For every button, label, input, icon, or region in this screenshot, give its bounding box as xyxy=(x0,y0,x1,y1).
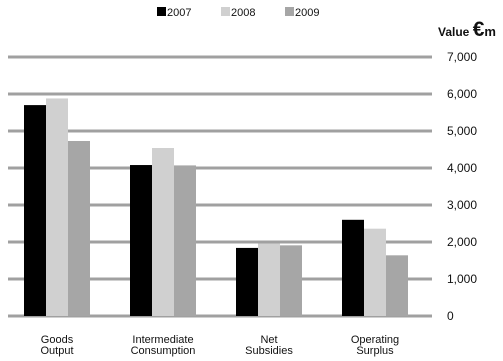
bar-2007-1 xyxy=(130,165,152,316)
y-tick-label: 7,000 xyxy=(447,50,477,64)
legend-swatch-2009 xyxy=(285,7,294,16)
x-category-label: Net xyxy=(260,334,277,346)
y-tick-label: 5,000 xyxy=(447,124,477,138)
legend-label: 2008 xyxy=(231,7,255,19)
y-axis-label-currency: € xyxy=(473,18,485,41)
legend-swatch-2007 xyxy=(157,7,166,16)
bar-2009-1 xyxy=(174,165,196,316)
bar-2008-3 xyxy=(364,228,386,316)
y-tick-label: 6,000 xyxy=(447,87,477,101)
y-tick-label: 3,000 xyxy=(447,198,477,212)
x-category-label: Intermediate xyxy=(132,334,193,346)
bars-group xyxy=(24,98,408,316)
bar-2009-2 xyxy=(280,245,302,316)
x-category-label: Operating xyxy=(351,334,399,346)
x-category-label: Consumption xyxy=(131,345,196,357)
bar-2007-0 xyxy=(24,105,46,316)
y-tick-label: 0 xyxy=(447,309,454,323)
bar-2009-0 xyxy=(68,140,90,316)
bar-2008-1 xyxy=(152,148,174,316)
y-axis-label-unit: m xyxy=(484,24,496,39)
bar-2008-0 xyxy=(46,98,68,316)
legend-swatch-2008 xyxy=(221,7,230,16)
bar-2007-2 xyxy=(236,247,258,316)
x-category-label: Subsidies xyxy=(245,345,293,357)
y-axis-label-prefix: Value xyxy=(438,25,473,39)
y-axis-tick-labels: 0 1,000 2,000 3,000 4,000 5,000 6,000 7,000 xyxy=(447,50,477,323)
legend: 2007 2008 2009 xyxy=(157,7,319,19)
bar-2009-3 xyxy=(386,255,408,316)
y-tick-label: 2,000 xyxy=(447,235,477,249)
legend-label: 2009 xyxy=(295,7,319,19)
x-category-label: Surplus xyxy=(356,345,394,357)
y-tick-label: 1,000 xyxy=(447,272,477,286)
y-axis-label: Value €m xyxy=(438,18,496,41)
bar-2007-3 xyxy=(342,219,364,316)
x-category-label: Output xyxy=(40,345,73,357)
y-tick-label: 4,000 xyxy=(447,161,477,175)
legend-label: 2007 xyxy=(167,7,191,19)
bar-2008-2 xyxy=(258,243,280,316)
x-category-label: Goods xyxy=(41,334,74,346)
